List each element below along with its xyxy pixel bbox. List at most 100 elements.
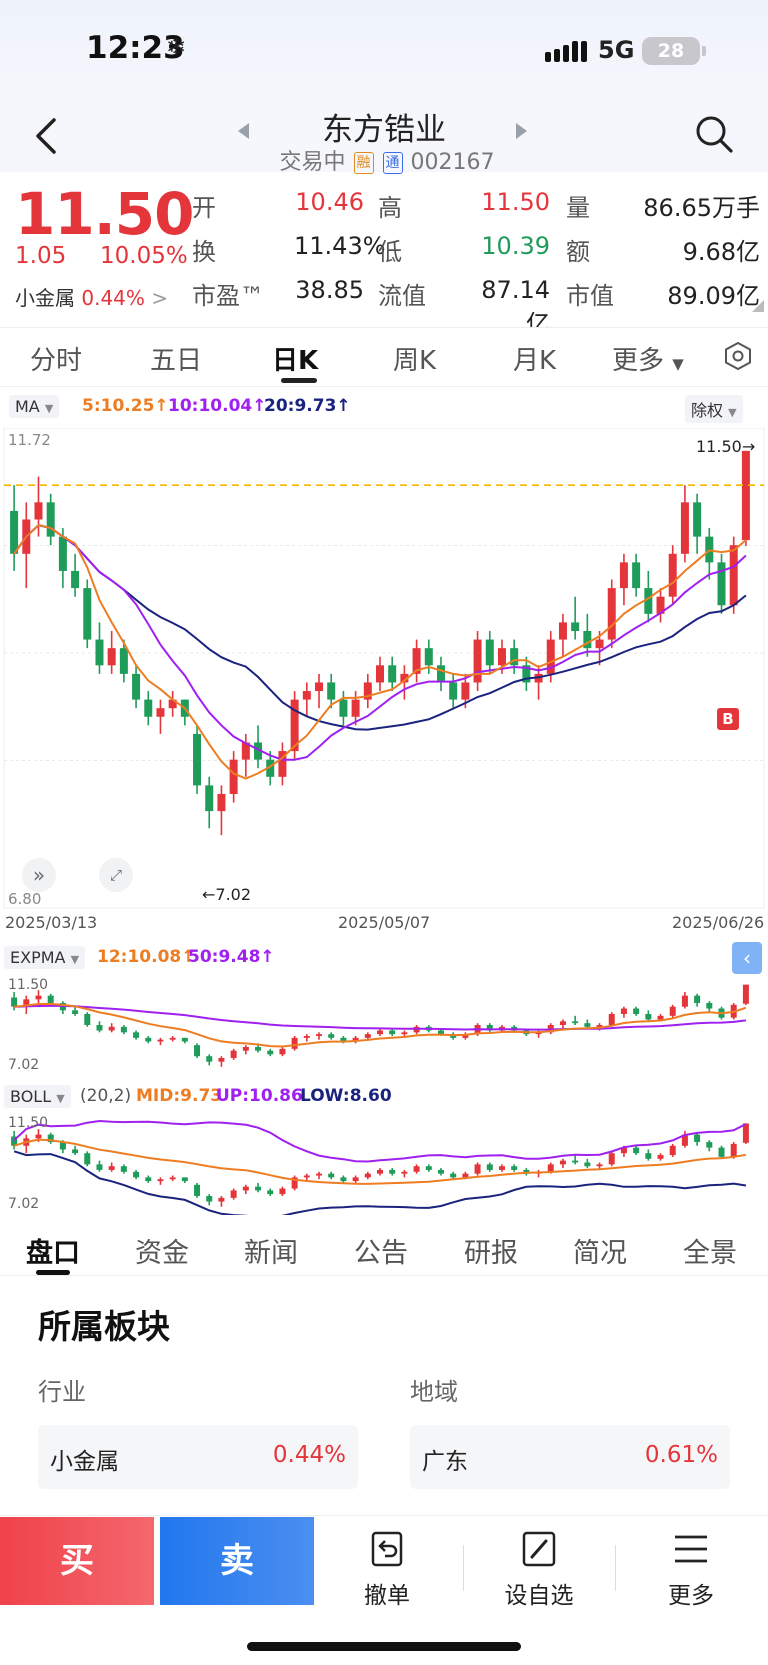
separator (615, 1545, 616, 1591)
candle-body (108, 1166, 115, 1170)
home-indicator (247, 1642, 521, 1651)
tab-monthly-k[interactable]: 月K (513, 346, 557, 376)
candle-body (10, 510, 19, 554)
candle-body (46, 502, 55, 537)
candle-body (352, 1037, 359, 1042)
candle-body (485, 639, 494, 666)
separator (463, 1545, 464, 1591)
candle-body (47, 1134, 54, 1143)
expand-left-icon[interactable]: » (22, 858, 56, 892)
expma12-value: 12:10.08↑ (97, 947, 196, 967)
stock-code: 002167 (410, 150, 495, 175)
settings-icon[interactable] (722, 340, 754, 372)
tab-announcements[interactable]: 公告 (354, 1238, 408, 1269)
candle-body (194, 1184, 201, 1196)
collapse-panel-icon[interactable]: ‹ (732, 942, 762, 974)
candle-body (376, 665, 384, 683)
candle-body (279, 1048, 286, 1055)
y-bottom-label: 6.80 (8, 890, 42, 908)
candle-body (389, 1169, 396, 1174)
industry-card[interactable]: 小金属 0.44% (38, 1425, 358, 1489)
candle-body (558, 622, 567, 640)
back-icon[interactable] (32, 116, 58, 162)
boll-chart (11, 1119, 749, 1215)
boll-params: (20,2) (80, 1086, 132, 1106)
tab-capital[interactable]: 资金 (135, 1238, 189, 1269)
search-icon[interactable] (694, 114, 734, 154)
more-button[interactable]: 更多 (631, 1528, 751, 1610)
candle-body (424, 648, 433, 666)
candle-body (571, 622, 580, 631)
expma12-line (14, 1002, 747, 1048)
candlestick-chart[interactable] (0, 428, 768, 938)
candle-body (230, 1050, 237, 1058)
candle-body (645, 1014, 652, 1020)
candle-body (279, 1188, 286, 1195)
section-title: 所属板块 (38, 1307, 170, 1346)
add-watchlist-button[interactable]: 设自选 (479, 1528, 599, 1610)
candle-body (278, 751, 287, 777)
tab-overview[interactable]: 全景 (683, 1238, 737, 1269)
candle-body (694, 995, 701, 1003)
candle-body (47, 995, 54, 1003)
boll-mid-line (13, 1138, 747, 1185)
tab-five-day[interactable]: 五日 (150, 346, 203, 376)
tab-news[interactable]: 新闻 (244, 1238, 298, 1269)
last-price: 11.50 (15, 180, 194, 248)
candle-body (241, 742, 250, 760)
candle-body (461, 682, 470, 700)
nav-bar (0, 100, 768, 172)
candle-body (193, 733, 202, 786)
period-tabs (0, 327, 768, 387)
prev-stock-icon[interactable] (238, 123, 249, 139)
tab-research[interactable]: 研报 (464, 1238, 518, 1269)
candle-body (291, 1037, 298, 1049)
region-card[interactable]: 广东 0.61% (410, 1425, 730, 1489)
date-start: 2025/03/13 (5, 913, 98, 932)
candle-body (633, 1147, 640, 1154)
candle-body (608, 1153, 615, 1165)
buy-button[interactable]: 买 (0, 1517, 154, 1605)
candle-body (436, 665, 445, 683)
adjust-selector[interactable]: 除权 ▼ (685, 395, 743, 423)
buy-signal-marker[interactable]: B (717, 708, 739, 730)
candle-body (133, 1032, 140, 1038)
ma-selector-label: MA (15, 397, 40, 416)
quote-value: 11.43% (294, 232, 386, 260)
ma-selector[interactable]: MA ▼ (9, 395, 60, 418)
candle-body (340, 1037, 347, 1042)
candle-body (523, 1169, 530, 1174)
candle-body (742, 984, 749, 1004)
candle-body (413, 1166, 420, 1172)
boll-selector[interactable]: BOLL ▼ (4, 1085, 71, 1108)
sell-button[interactable]: 卖 (160, 1517, 314, 1605)
tab-profile[interactable]: 简况 (573, 1238, 627, 1269)
quote-label: 流值 (378, 282, 426, 310)
candle-body (169, 1037, 176, 1040)
candle-body (522, 665, 531, 683)
tab-daily-k[interactable]: 日K (272, 346, 319, 376)
candle-body (83, 588, 92, 640)
candle-body (680, 502, 689, 554)
ma10-value: 10:10.04↑ (168, 396, 267, 416)
sector-pct: 0.44% (81, 286, 145, 310)
candle-body (218, 1197, 225, 1202)
candle-body (120, 1166, 127, 1172)
boll-up: UP:10.86 (216, 1086, 303, 1106)
candle-body (340, 1177, 347, 1182)
candle-body (668, 553, 677, 597)
sector-link[interactable]: 小金属 0.44% > (15, 286, 169, 310)
tab-orderbook[interactable]: 盘口 (26, 1238, 80, 1269)
candle-body (437, 1030, 444, 1035)
expma-selector[interactable]: EXPMA ▼ (4, 946, 86, 969)
tab-more[interactable]: 更多 ▼ (612, 340, 684, 377)
cancel-order-button[interactable]: 撤单 (327, 1528, 447, 1610)
next-stock-icon[interactable] (516, 123, 527, 139)
divider (0, 1275, 768, 1276)
boll-upper-line (13, 1119, 747, 1163)
tab-weekly-k[interactable]: 周K (393, 346, 437, 376)
fullscreen-icon[interactable]: ⤢ (99, 858, 133, 892)
tab-intraday[interactable]: 分时 (30, 346, 83, 376)
sector-name: 小金属 (15, 286, 75, 310)
candle-body (595, 639, 604, 649)
